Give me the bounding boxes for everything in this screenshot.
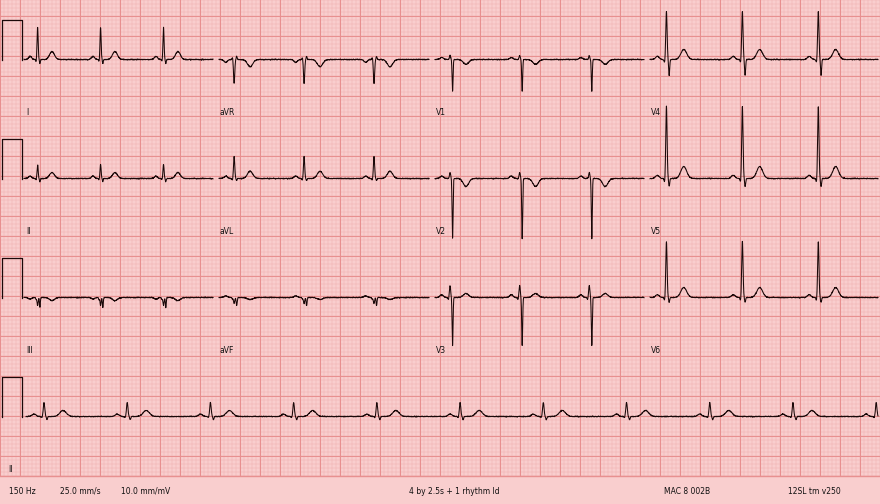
Text: aVR: aVR — [220, 108, 235, 117]
Text: 10.0 mm/mV: 10.0 mm/mV — [121, 487, 171, 496]
Text: V5: V5 — [651, 227, 661, 236]
Text: V1: V1 — [436, 108, 446, 117]
Text: V4: V4 — [651, 108, 661, 117]
Text: MAC 8 002B: MAC 8 002B — [664, 487, 710, 496]
Text: aVL: aVL — [220, 227, 234, 236]
Text: II: II — [8, 465, 12, 474]
Bar — [0, 476, 880, 504]
Text: 12SL tm v250: 12SL tm v250 — [788, 487, 840, 496]
Text: 25.0 mm/s: 25.0 mm/s — [60, 487, 100, 496]
Text: II: II — [26, 227, 31, 236]
Text: V2: V2 — [436, 227, 446, 236]
Text: 150 Hz: 150 Hz — [9, 487, 35, 496]
Text: I: I — [26, 108, 28, 117]
Text: aVF: aVF — [220, 346, 234, 355]
Text: V6: V6 — [651, 346, 661, 355]
Text: 4 by 2.5s + 1 rhythm ld: 4 by 2.5s + 1 rhythm ld — [409, 487, 500, 496]
Text: III: III — [26, 346, 33, 355]
Text: V3: V3 — [436, 346, 446, 355]
